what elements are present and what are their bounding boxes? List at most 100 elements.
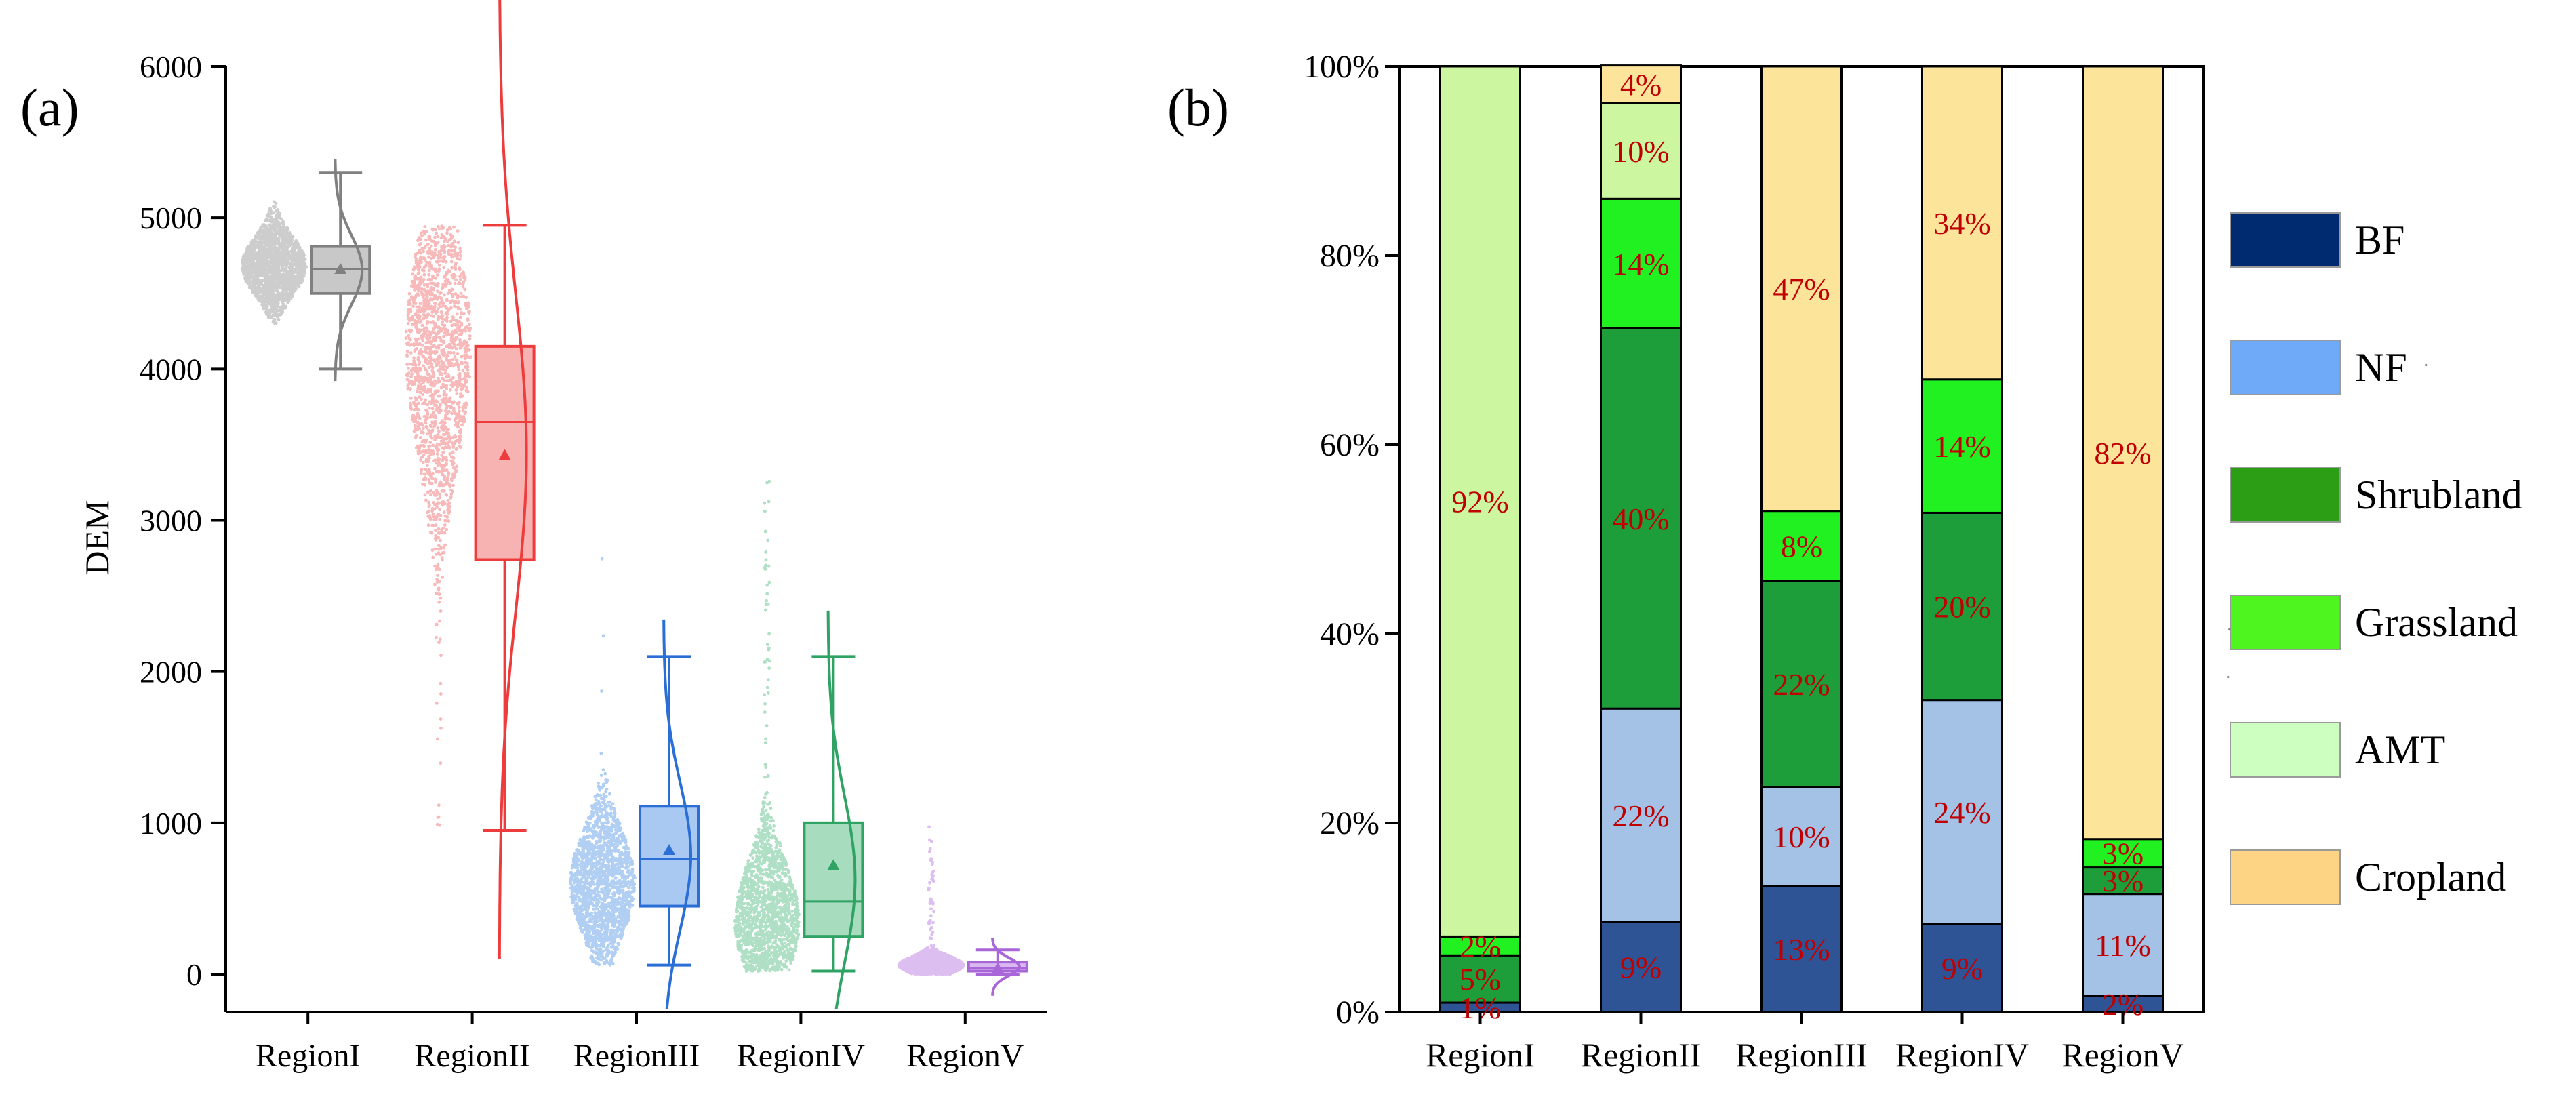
scatter-point	[460, 310, 464, 315]
scatter-point	[248, 279, 252, 283]
scatter-point	[458, 307, 462, 311]
scatter-point	[458, 441, 461, 445]
scatter-point	[438, 492, 441, 496]
scatter-point	[418, 249, 422, 252]
scatter-point	[281, 236, 285, 240]
scatter-point	[437, 344, 440, 348]
scatter-point	[426, 490, 430, 494]
scatter-point	[450, 489, 454, 494]
y-tick-label-a: 2000	[140, 655, 202, 689]
scatter-point	[427, 504, 431, 508]
scatter-point	[432, 379, 437, 383]
scatter-point	[573, 880, 576, 883]
scatter-point	[437, 592, 441, 597]
scatter-point	[427, 340, 430, 344]
scatter-point	[435, 578, 439, 582]
scatter-point	[417, 328, 421, 332]
scatter-point	[404, 329, 408, 334]
scatter-point	[443, 489, 446, 493]
scatter-point	[446, 278, 450, 281]
scatter-point	[257, 289, 261, 293]
scatter-point	[427, 268, 431, 273]
scatter-point	[439, 654, 443, 658]
scatter-point	[435, 310, 439, 314]
scatter-point	[414, 325, 418, 329]
scatter-point	[437, 536, 441, 540]
scatter-point	[418, 416, 422, 420]
scatter-point	[278, 232, 281, 236]
scatter-point	[449, 479, 454, 483]
scatter-point	[420, 287, 424, 291]
scatter-point	[585, 943, 588, 947]
scatter-point	[418, 436, 422, 439]
scatter-point	[442, 510, 446, 514]
scatter-point	[419, 251, 423, 255]
scatter-point	[611, 860, 615, 864]
scatter-point	[281, 264, 285, 268]
scatter-point	[601, 945, 605, 948]
scatter-point	[258, 228, 262, 232]
scatter-point	[270, 216, 273, 220]
scatter-point	[461, 285, 465, 289]
scatter-point	[433, 324, 437, 328]
scatter-point	[416, 378, 420, 382]
scatter-point	[570, 892, 574, 896]
scatter-point	[466, 368, 470, 372]
scatter-point	[428, 376, 432, 379]
scatter-point	[602, 891, 605, 896]
scatter-point	[459, 249, 462, 254]
scatter-point	[423, 245, 427, 249]
scatter-point	[296, 254, 300, 257]
scatter-point	[447, 409, 451, 414]
scatter-point	[446, 499, 450, 502]
scatter-point	[261, 249, 265, 254]
scatter-point	[441, 558, 444, 562]
scatter-point	[258, 245, 262, 249]
scatter-point	[414, 398, 418, 402]
scatter-point	[435, 635, 438, 639]
scatter-point	[445, 399, 449, 403]
scatter-point	[443, 239, 446, 243]
scatter-point	[603, 771, 607, 776]
scatter-point	[409, 381, 414, 385]
scatter-point	[430, 266, 434, 270]
scatter-point	[449, 405, 454, 409]
scatter-point	[415, 421, 419, 425]
scatter-point	[264, 219, 268, 222]
scatter-point	[268, 253, 271, 256]
scatter-point	[285, 230, 289, 234]
scatter-point	[468, 323, 471, 327]
scatter-point	[465, 340, 468, 344]
scatter-point	[451, 276, 456, 280]
scatter-point	[424, 341, 428, 344]
scatter-point	[429, 493, 432, 496]
scatter-point	[411, 304, 415, 308]
scatter-point	[284, 270, 288, 274]
scatter-point	[267, 219, 271, 223]
scatter-point	[442, 393, 446, 397]
scatter-point	[462, 281, 465, 285]
scatter-point	[466, 390, 470, 394]
scatter-point	[430, 264, 434, 268]
scatter-point	[418, 342, 422, 346]
scatter-point	[448, 438, 452, 442]
scatter-point	[288, 243, 292, 247]
scatter-point	[427, 273, 431, 277]
scatter-point	[439, 637, 442, 641]
scatter-point	[429, 394, 433, 398]
scatter-point	[262, 254, 266, 258]
scatter-point	[248, 270, 252, 273]
scatter-point	[452, 225, 456, 229]
scatter-point	[607, 921, 610, 925]
scatter-point	[424, 460, 428, 464]
scatter-point	[435, 506, 439, 509]
scatter-point	[422, 386, 426, 390]
scatter-point	[422, 299, 426, 302]
scatter-point	[458, 346, 462, 350]
scatter-point	[458, 374, 462, 378]
scatter-point	[602, 792, 606, 797]
scatter-point	[454, 330, 458, 334]
scatter-point	[425, 321, 429, 325]
scatter-point	[245, 249, 249, 253]
scatter-point	[441, 285, 445, 288]
